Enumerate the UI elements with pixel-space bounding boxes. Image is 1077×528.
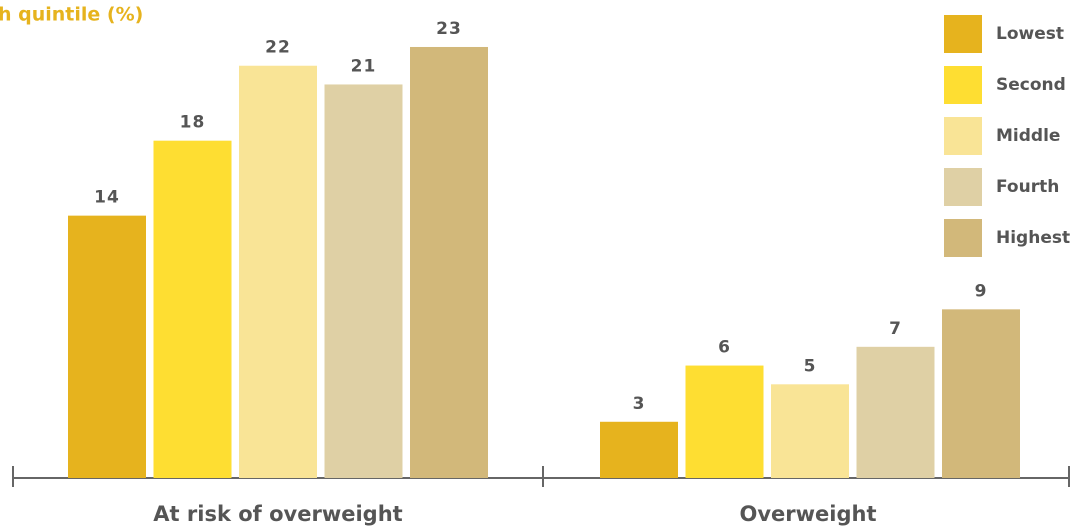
data-label: 21 [351, 56, 377, 76]
bar [771, 384, 849, 478]
x-tick-label: Overweight [739, 502, 876, 526]
data-label: 14 [94, 188, 120, 208]
bar [942, 309, 1020, 478]
chart-title: h quintile (%) [0, 4, 143, 26]
data-label: 3 [633, 394, 646, 414]
data-label: 23 [436, 19, 462, 39]
legend-label: Fourth [996, 177, 1059, 197]
bar [410, 46, 488, 478]
bar [685, 365, 764, 478]
legend-swatch [944, 117, 982, 155]
data-label: 6 [718, 338, 731, 358]
bar [324, 84, 403, 479]
bar [68, 215, 146, 478]
data-label: 22 [265, 38, 291, 58]
data-label: 5 [804, 356, 817, 376]
legend-swatch [944, 15, 982, 53]
x-tick-label: At risk of overweight [153, 502, 402, 526]
bar [239, 65, 317, 478]
legend-label: Middle [996, 126, 1060, 146]
legend-label: Highest [996, 228, 1070, 248]
data-label: 9 [975, 281, 988, 301]
data-label: 18 [180, 113, 206, 133]
legend-label: Lowest [996, 24, 1064, 44]
legend-swatch [944, 66, 982, 104]
data-label: 7 [889, 319, 902, 339]
legend-swatch [944, 219, 982, 257]
bar [153, 140, 232, 478]
legend-swatch [944, 168, 982, 206]
legend-label: Second [996, 75, 1066, 95]
bar [600, 421, 678, 478]
bar [856, 346, 935, 478]
